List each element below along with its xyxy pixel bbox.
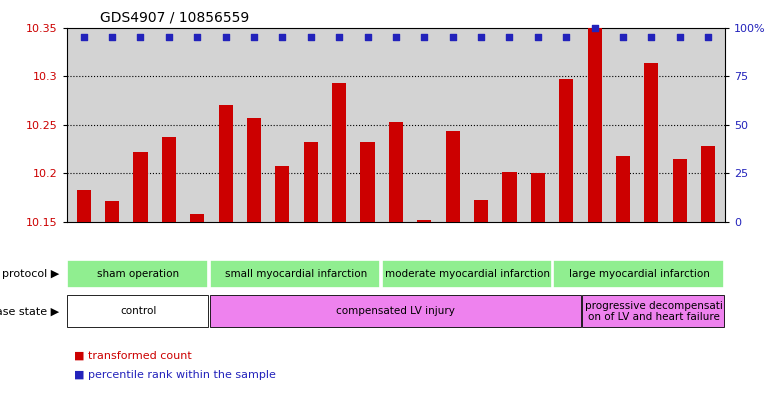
Bar xyxy=(701,146,715,222)
Bar xyxy=(105,201,119,222)
Bar xyxy=(531,173,545,222)
Point xyxy=(532,34,544,40)
FancyBboxPatch shape xyxy=(582,296,724,327)
Text: progressive decompensati
on of LV and heart failure: progressive decompensati on of LV and he… xyxy=(585,301,723,322)
FancyBboxPatch shape xyxy=(210,296,581,327)
FancyBboxPatch shape xyxy=(554,260,724,288)
Point xyxy=(503,34,516,40)
FancyBboxPatch shape xyxy=(210,260,380,288)
Bar xyxy=(361,142,375,222)
Text: ■ percentile rank within the sample: ■ percentile rank within the sample xyxy=(74,370,276,380)
Point xyxy=(162,34,175,40)
FancyBboxPatch shape xyxy=(382,260,552,288)
Point xyxy=(106,34,118,40)
Point xyxy=(134,34,147,40)
Point xyxy=(475,34,488,40)
Bar xyxy=(587,28,601,222)
Text: small myocardial infarction: small myocardial infarction xyxy=(224,269,367,279)
Bar xyxy=(616,156,630,222)
Bar xyxy=(474,200,488,222)
Bar xyxy=(219,105,233,222)
Point xyxy=(702,34,714,40)
Bar xyxy=(559,79,573,222)
Bar xyxy=(389,122,403,222)
Text: control: control xyxy=(120,307,157,316)
Point xyxy=(617,34,630,40)
Text: sham operation: sham operation xyxy=(97,269,180,279)
Point xyxy=(361,34,374,40)
Point xyxy=(304,34,317,40)
Text: large myocardial infarction: large myocardial infarction xyxy=(569,269,710,279)
Bar xyxy=(247,118,261,222)
Point xyxy=(645,34,658,40)
Bar xyxy=(133,152,147,222)
Point xyxy=(560,34,572,40)
Text: moderate myocardial infarction: moderate myocardial infarction xyxy=(385,269,550,279)
Bar xyxy=(162,138,176,222)
Bar xyxy=(417,220,431,222)
Bar xyxy=(303,142,318,222)
Point xyxy=(191,34,204,40)
Bar xyxy=(445,130,459,222)
Text: protocol ▶: protocol ▶ xyxy=(2,269,59,279)
Point xyxy=(333,34,346,40)
Point xyxy=(220,34,232,40)
Bar xyxy=(332,83,347,222)
Bar xyxy=(673,159,687,222)
Point xyxy=(78,34,90,40)
Bar xyxy=(77,190,91,222)
Text: compensated LV injury: compensated LV injury xyxy=(336,307,456,316)
Text: disease state ▶: disease state ▶ xyxy=(0,307,59,316)
Bar xyxy=(644,64,659,222)
Bar xyxy=(503,173,517,222)
Bar xyxy=(190,214,205,222)
Point xyxy=(588,24,601,31)
Point xyxy=(446,34,459,40)
FancyBboxPatch shape xyxy=(67,260,209,288)
Text: ■ transformed count: ■ transformed count xyxy=(74,351,192,361)
Point xyxy=(418,34,430,40)
Point xyxy=(276,34,289,40)
Point xyxy=(390,34,402,40)
Text: GDS4907 / 10856559: GDS4907 / 10856559 xyxy=(100,11,249,25)
Point xyxy=(673,34,686,40)
Point xyxy=(248,34,260,40)
FancyBboxPatch shape xyxy=(67,296,209,327)
Bar xyxy=(275,165,289,222)
